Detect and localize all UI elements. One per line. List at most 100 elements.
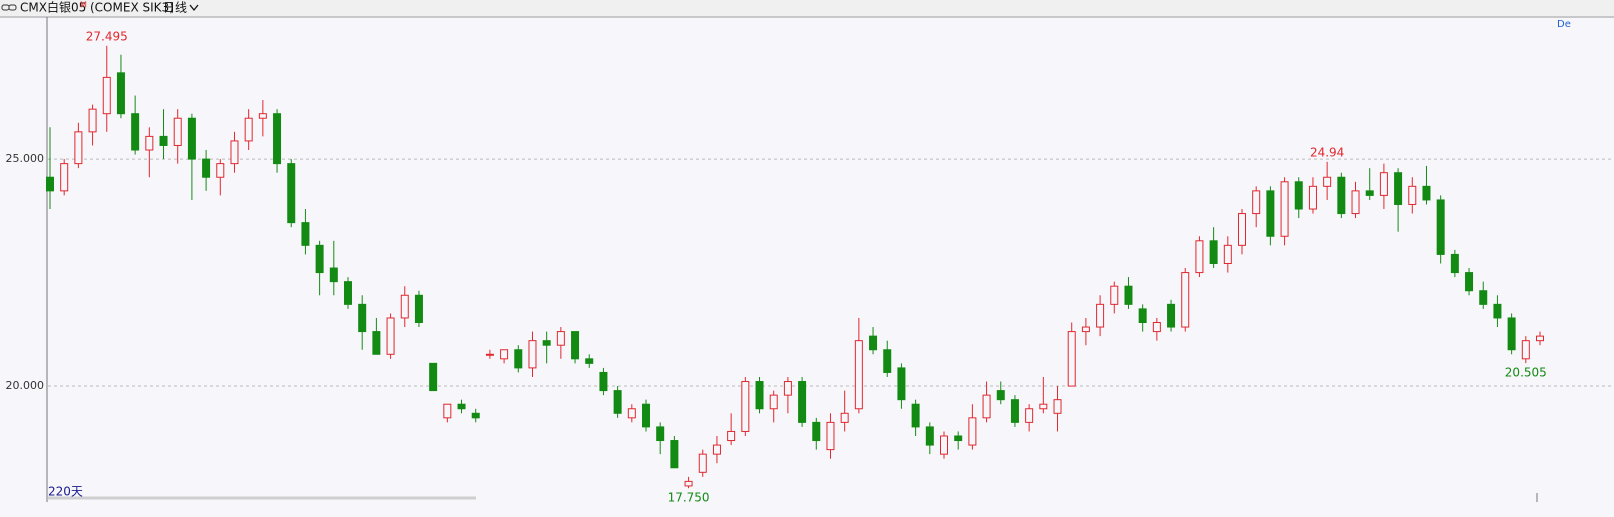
candle-body bbox=[1308, 185, 1317, 210]
candle-body bbox=[131, 113, 140, 151]
candle-body bbox=[698, 453, 707, 473]
extreme-label: 27.495 bbox=[86, 29, 128, 43]
candle-body bbox=[1124, 285, 1133, 305]
link-icon bbox=[1, 4, 17, 11]
candle-body bbox=[1521, 340, 1530, 360]
candle-body bbox=[1294, 181, 1303, 210]
candle-body bbox=[528, 340, 537, 369]
candle-body bbox=[585, 358, 594, 364]
candle-body bbox=[1181, 272, 1190, 328]
candle-body bbox=[315, 244, 324, 274]
candle-body bbox=[329, 267, 338, 283]
candle-body bbox=[1238, 213, 1246, 246]
candle-body bbox=[230, 140, 239, 165]
candle-body bbox=[1450, 253, 1459, 274]
candle-body bbox=[1252, 190, 1261, 215]
candle-body bbox=[642, 403, 650, 428]
candle-body bbox=[911, 403, 920, 428]
candle-body bbox=[897, 367, 906, 401]
candle-body bbox=[925, 426, 934, 446]
candle-body bbox=[485, 353, 494, 356]
candle-body bbox=[1351, 190, 1360, 215]
candle-body bbox=[159, 135, 168, 146]
candle-body bbox=[344, 281, 352, 305]
candle-body bbox=[46, 176, 54, 192]
candle-body bbox=[627, 408, 636, 419]
candle-body bbox=[869, 335, 878, 351]
candle-body bbox=[1323, 176, 1332, 187]
candle-body bbox=[1507, 317, 1516, 351]
candle-body bbox=[798, 381, 807, 423]
candle-body bbox=[883, 349, 892, 373]
candle-body bbox=[74, 131, 83, 165]
candle-body bbox=[1195, 240, 1204, 274]
candle-body bbox=[1266, 190, 1275, 237]
candle-body bbox=[1422, 185, 1431, 201]
candle-body bbox=[727, 430, 736, 442]
candle-body bbox=[1379, 172, 1388, 196]
candle-body bbox=[1081, 326, 1090, 333]
candle-body bbox=[88, 108, 97, 133]
candle-body bbox=[741, 381, 750, 432]
candle-body bbox=[244, 117, 253, 142]
candle-body bbox=[712, 444, 721, 455]
candle-body bbox=[514, 349, 523, 369]
corner-label: De bbox=[1557, 19, 1571, 30]
candle-body bbox=[1025, 408, 1034, 423]
header-bar bbox=[0, 0, 1614, 16]
candle-body bbox=[1536, 335, 1544, 342]
candle-body bbox=[571, 331, 580, 360]
candle-body bbox=[599, 371, 608, 392]
candle-body bbox=[1209, 240, 1218, 264]
code: (COMEX SIK3) bbox=[90, 1, 174, 15]
candle-body bbox=[1337, 176, 1346, 215]
candle-body bbox=[145, 135, 154, 151]
candle-body bbox=[386, 317, 395, 355]
candle-body bbox=[556, 331, 565, 346]
candle-body bbox=[372, 331, 381, 355]
y-tick-label: 20.000 bbox=[6, 379, 45, 392]
candle-body bbox=[982, 394, 991, 419]
candle-body bbox=[429, 362, 438, 392]
candle-body bbox=[1067, 331, 1076, 387]
candle-body bbox=[1039, 403, 1048, 410]
extreme-label: 20.505 bbox=[1505, 366, 1547, 380]
candle-body bbox=[1493, 303, 1502, 319]
candle-body bbox=[996, 390, 1005, 401]
period-chevron[interactable] bbox=[189, 4, 199, 12]
y-tick-label: 25.000 bbox=[6, 152, 45, 165]
candle-body bbox=[471, 412, 480, 419]
candle-body bbox=[1408, 185, 1417, 205]
extreme-label: 17.750 bbox=[668, 491, 710, 505]
candle-body bbox=[940, 435, 948, 455]
candle-body bbox=[656, 426, 665, 442]
candle-body bbox=[769, 394, 778, 410]
candle-body bbox=[1110, 285, 1119, 305]
candle-body bbox=[1138, 308, 1147, 324]
candle-body bbox=[1365, 190, 1374, 196]
candle-body bbox=[1010, 399, 1019, 423]
candle-body bbox=[202, 158, 211, 178]
candle-body bbox=[1280, 181, 1289, 237]
span-label: 220天 bbox=[48, 485, 83, 499]
candle-body bbox=[1479, 290, 1488, 305]
period[interactable]: 日线 bbox=[163, 1, 187, 15]
candle-body bbox=[1053, 399, 1062, 414]
candle-body bbox=[826, 421, 835, 451]
candle-body bbox=[116, 72, 125, 115]
candle-body bbox=[60, 163, 69, 192]
candle-body bbox=[854, 340, 863, 410]
candle-body bbox=[400, 294, 409, 319]
candle-body bbox=[840, 412, 849, 423]
candle-body bbox=[1394, 172, 1403, 205]
candle-body bbox=[301, 222, 310, 246]
candle-body bbox=[812, 421, 821, 442]
candle-body bbox=[273, 113, 282, 165]
badge: M bbox=[80, 1, 87, 10]
candle-body bbox=[457, 403, 466, 410]
candle-body bbox=[670, 440, 679, 469]
candle-body bbox=[783, 381, 792, 396]
symbol[interactable]: CMX白银05 bbox=[20, 0, 86, 15]
candle-body bbox=[1465, 272, 1474, 292]
